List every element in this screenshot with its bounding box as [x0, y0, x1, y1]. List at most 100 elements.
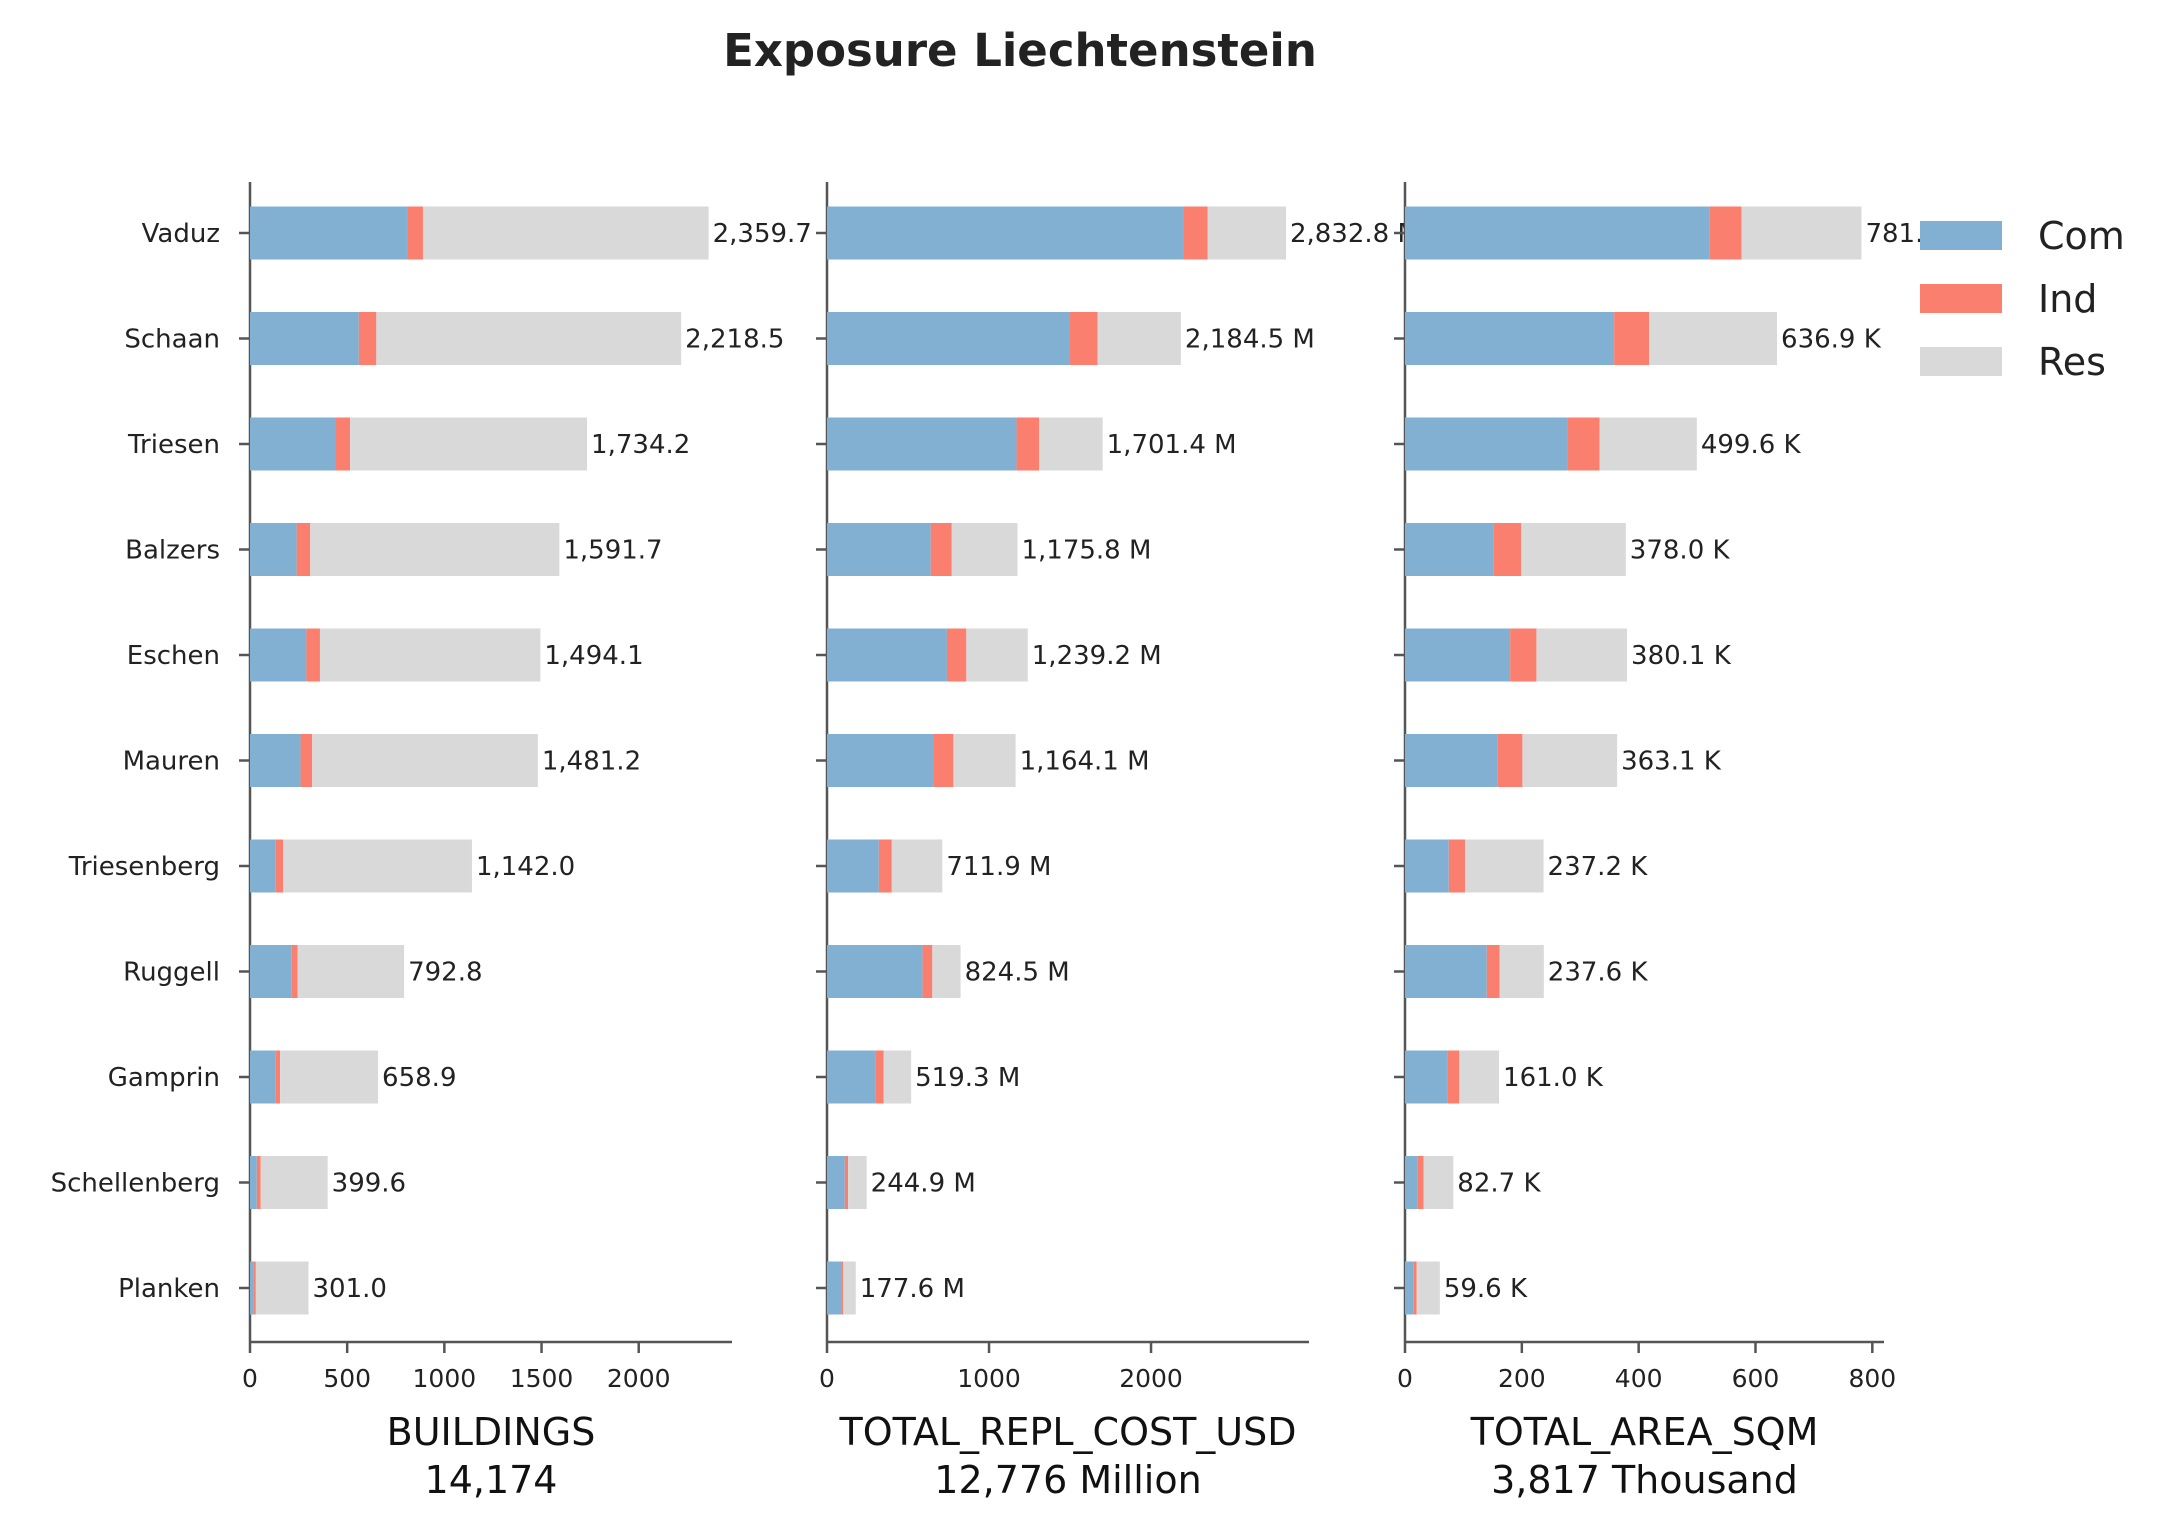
chart-title: Exposure Liechtenstein	[723, 24, 1317, 77]
bar-ind-triesenberg-panel-1	[275, 839, 284, 893]
bar-com-balzers-panel-1	[250, 523, 297, 576]
bar-total-label: 380.1 K	[1631, 641, 1732, 671]
bar-com-schellenberg-panel-1	[250, 1156, 257, 1209]
bar-res-triesen-panel-2	[1039, 417, 1103, 471]
legend-swatch-com	[1920, 221, 2002, 250]
x-tick-label: 200	[1498, 1364, 1546, 1393]
bar-ind-ruggell-panel-1	[291, 945, 298, 998]
bar-com-schaan-panel-1	[250, 312, 359, 365]
bar-res-planken-panel-1	[255, 1261, 309, 1315]
bar-com-ruggell-panel-2	[827, 945, 923, 998]
bar-ind-triesenberg-panel-2	[878, 839, 892, 893]
bar-com-gamprin-panel-3	[1405, 1050, 1448, 1104]
bar-res-triesen-panel-3	[1599, 417, 1697, 471]
bar-com-schellenberg-panel-3	[1405, 1156, 1418, 1209]
bar-total-label: 301.0	[313, 1274, 387, 1304]
bar-com-planken-panel-3	[1405, 1261, 1414, 1315]
bar-total-label: 499.6 K	[1701, 430, 1802, 460]
bar-com-gamprin-panel-1	[250, 1050, 276, 1104]
y-tick-label: Triesen	[127, 430, 220, 460]
x-axis-total-label: 14,174	[425, 1458, 558, 1502]
bar-res-schaan-panel-2	[1097, 312, 1181, 365]
bar-com-schaan-panel-3	[1405, 312, 1615, 365]
bar-com-triesen-panel-3	[1405, 417, 1568, 471]
bar-ind-balzers-panel-1	[296, 523, 311, 576]
bar-total-label: 2,359.7	[713, 219, 812, 249]
bar-res-eschen-panel-1	[319, 628, 541, 682]
bar-com-eschen-panel-2	[827, 628, 947, 682]
bar-com-eschen-panel-1	[250, 628, 307, 682]
x-tick-label: 1000	[413, 1364, 477, 1393]
bar-res-eschen-panel-2	[966, 628, 1028, 682]
bar-res-gamprin-panel-3	[1459, 1050, 1500, 1104]
bar-ind-vaduz-panel-2	[1183, 206, 1208, 260]
bar-com-balzers-panel-2	[827, 523, 931, 576]
bar-ind-planken-panel-2	[841, 1261, 844, 1315]
bar-ind-triesen-panel-3	[1567, 417, 1600, 471]
x-tick-label: 0	[1397, 1364, 1413, 1393]
bar-com-balzers-panel-3	[1405, 523, 1494, 576]
legend-label-com: Com	[2038, 214, 2125, 258]
bar-com-triesenberg-panel-1	[250, 839, 276, 893]
bar-res-schellenberg-panel-3	[1423, 1156, 1454, 1209]
bar-total-label: 711.9 M	[946, 852, 1051, 882]
bar-total-label: 1,701.4 M	[1107, 430, 1237, 460]
bar-ind-schaan-panel-3	[1614, 312, 1650, 365]
bar-total-label: 237.2 K	[1548, 852, 1649, 882]
y-tick-label: Mauren	[123, 747, 220, 777]
bar-com-vaduz-panel-1	[250, 206, 408, 260]
bar-ind-vaduz-panel-1	[407, 206, 423, 260]
bar-ind-schellenberg-panel-1	[256, 1156, 261, 1209]
y-tick-label: Balzers	[125, 536, 220, 566]
y-tick-label: Schellenberg	[51, 1169, 220, 1199]
bar-ind-balzers-panel-2	[930, 523, 952, 576]
bar-com-vaduz-panel-2	[827, 206, 1184, 260]
x-tick-label: 400	[1615, 1364, 1663, 1393]
bar-ind-schaan-panel-1	[358, 312, 377, 365]
x-tick-label: 2000	[607, 1364, 671, 1393]
y-tick-label: Planken	[118, 1274, 220, 1304]
x-tick-label: 500	[323, 1364, 371, 1393]
bar-total-label: 1,591.7	[563, 536, 662, 566]
bar-ind-planken-panel-3	[1413, 1261, 1417, 1315]
x-tick-label: 1000	[957, 1364, 1021, 1393]
x-tick-label: 800	[1848, 1364, 1896, 1393]
bar-total-label: 1,142.0	[476, 852, 575, 882]
bar-ind-mauren-panel-1	[300, 734, 313, 787]
bar-res-balzers-panel-3	[1521, 523, 1626, 576]
y-tick-label: Eschen	[127, 641, 220, 671]
bar-res-ruggell-panel-1	[297, 945, 405, 998]
bar-ind-ruggell-panel-2	[922, 945, 933, 998]
bar-total-label: 824.5 M	[965, 958, 1070, 988]
bar-res-mauren-panel-1	[312, 734, 538, 787]
x-axis-total-label: 12,776 Million	[934, 1458, 1201, 1502]
bar-res-triesenberg-panel-2	[891, 839, 943, 893]
x-tick-label: 0	[242, 1364, 258, 1393]
bar-total-label: 378.0 K	[1630, 536, 1731, 566]
bar-com-ruggell-panel-3	[1405, 945, 1487, 998]
y-tick-label: Triesenberg	[68, 852, 220, 882]
legend-swatch-res	[1920, 347, 2002, 376]
y-tick-label: Schaan	[124, 325, 220, 355]
bar-res-balzers-panel-2	[951, 523, 1018, 576]
bar-res-triesenberg-panel-1	[283, 839, 472, 893]
bar-res-vaduz-panel-2	[1207, 206, 1286, 260]
bar-ind-schaan-panel-2	[1070, 312, 1098, 365]
bar-com-planken-panel-1	[250, 1261, 254, 1315]
bar-res-schaan-panel-1	[376, 312, 682, 365]
bar-total-label: 82.7 K	[1457, 1169, 1541, 1199]
bar-res-schellenberg-panel-1	[260, 1156, 328, 1209]
y-tick-label: Vaduz	[142, 219, 220, 249]
bar-res-balzers-panel-1	[310, 523, 560, 576]
bar-com-mauren-panel-1	[250, 734, 301, 787]
bar-com-eschen-panel-3	[1405, 628, 1511, 682]
bar-total-label: 177.6 M	[860, 1274, 965, 1304]
bar-res-gamprin-panel-1	[280, 1050, 379, 1104]
x-axis-label: TOTAL_AREA_SQM	[1470, 1410, 1819, 1454]
bar-total-label: 658.9	[382, 1063, 456, 1093]
bar-com-planken-panel-2	[827, 1261, 842, 1315]
bar-com-schellenberg-panel-2	[827, 1156, 845, 1209]
bar-ind-triesen-panel-1	[335, 417, 351, 471]
